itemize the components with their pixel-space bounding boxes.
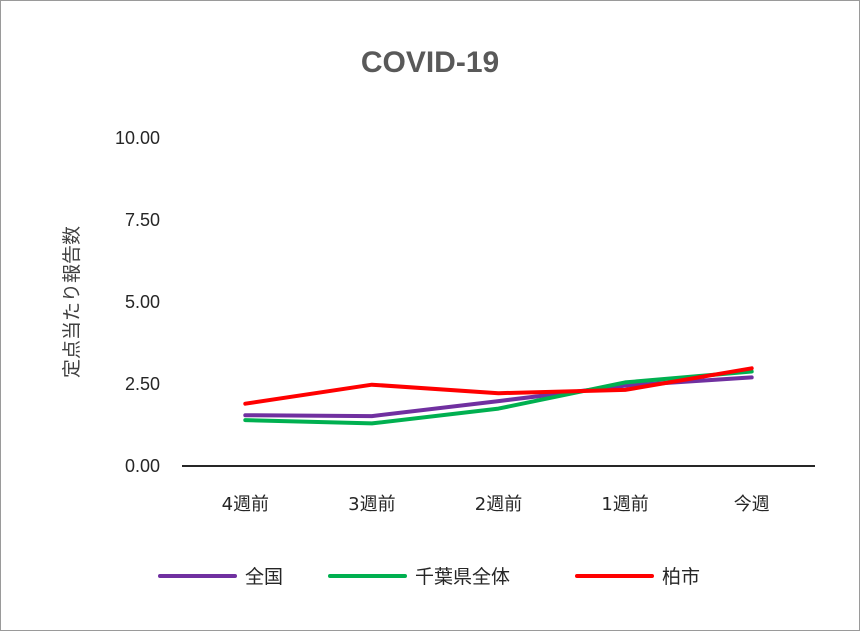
y-tick-label: 5.00 [125,292,160,312]
legend-label: 柏市 [662,566,700,588]
x-tick-label: 今週 [734,494,770,515]
x-tick-label: 2週前 [475,494,522,515]
y-axis-label: 定点当たり報告数 [61,226,83,378]
x-tick-label: 4週前 [222,494,269,515]
y-tick-labels: 0.00 2.50 5.00 7.50 10.00 [115,128,160,476]
legend: 全国 千葉県全体 柏市 [158,566,700,588]
series-line-3 [243,366,754,406]
y-tick-label: 7.50 [125,210,160,230]
y-tick-label: 2.50 [125,374,160,394]
x-tick-labels: 4週前 3週前 2週前 1週前 今週 [222,494,770,515]
legend-label: 全国 [245,566,283,588]
series-lines [243,366,754,426]
x-tick-label: 1週前 [601,494,648,515]
y-tick-label: 0.00 [125,456,160,476]
x-tick-label: 3週前 [348,494,395,515]
legend-label: 千葉県全体 [415,566,510,588]
y-tick-label: 10.00 [115,128,160,148]
chart-title: COVID-19 [361,46,499,79]
